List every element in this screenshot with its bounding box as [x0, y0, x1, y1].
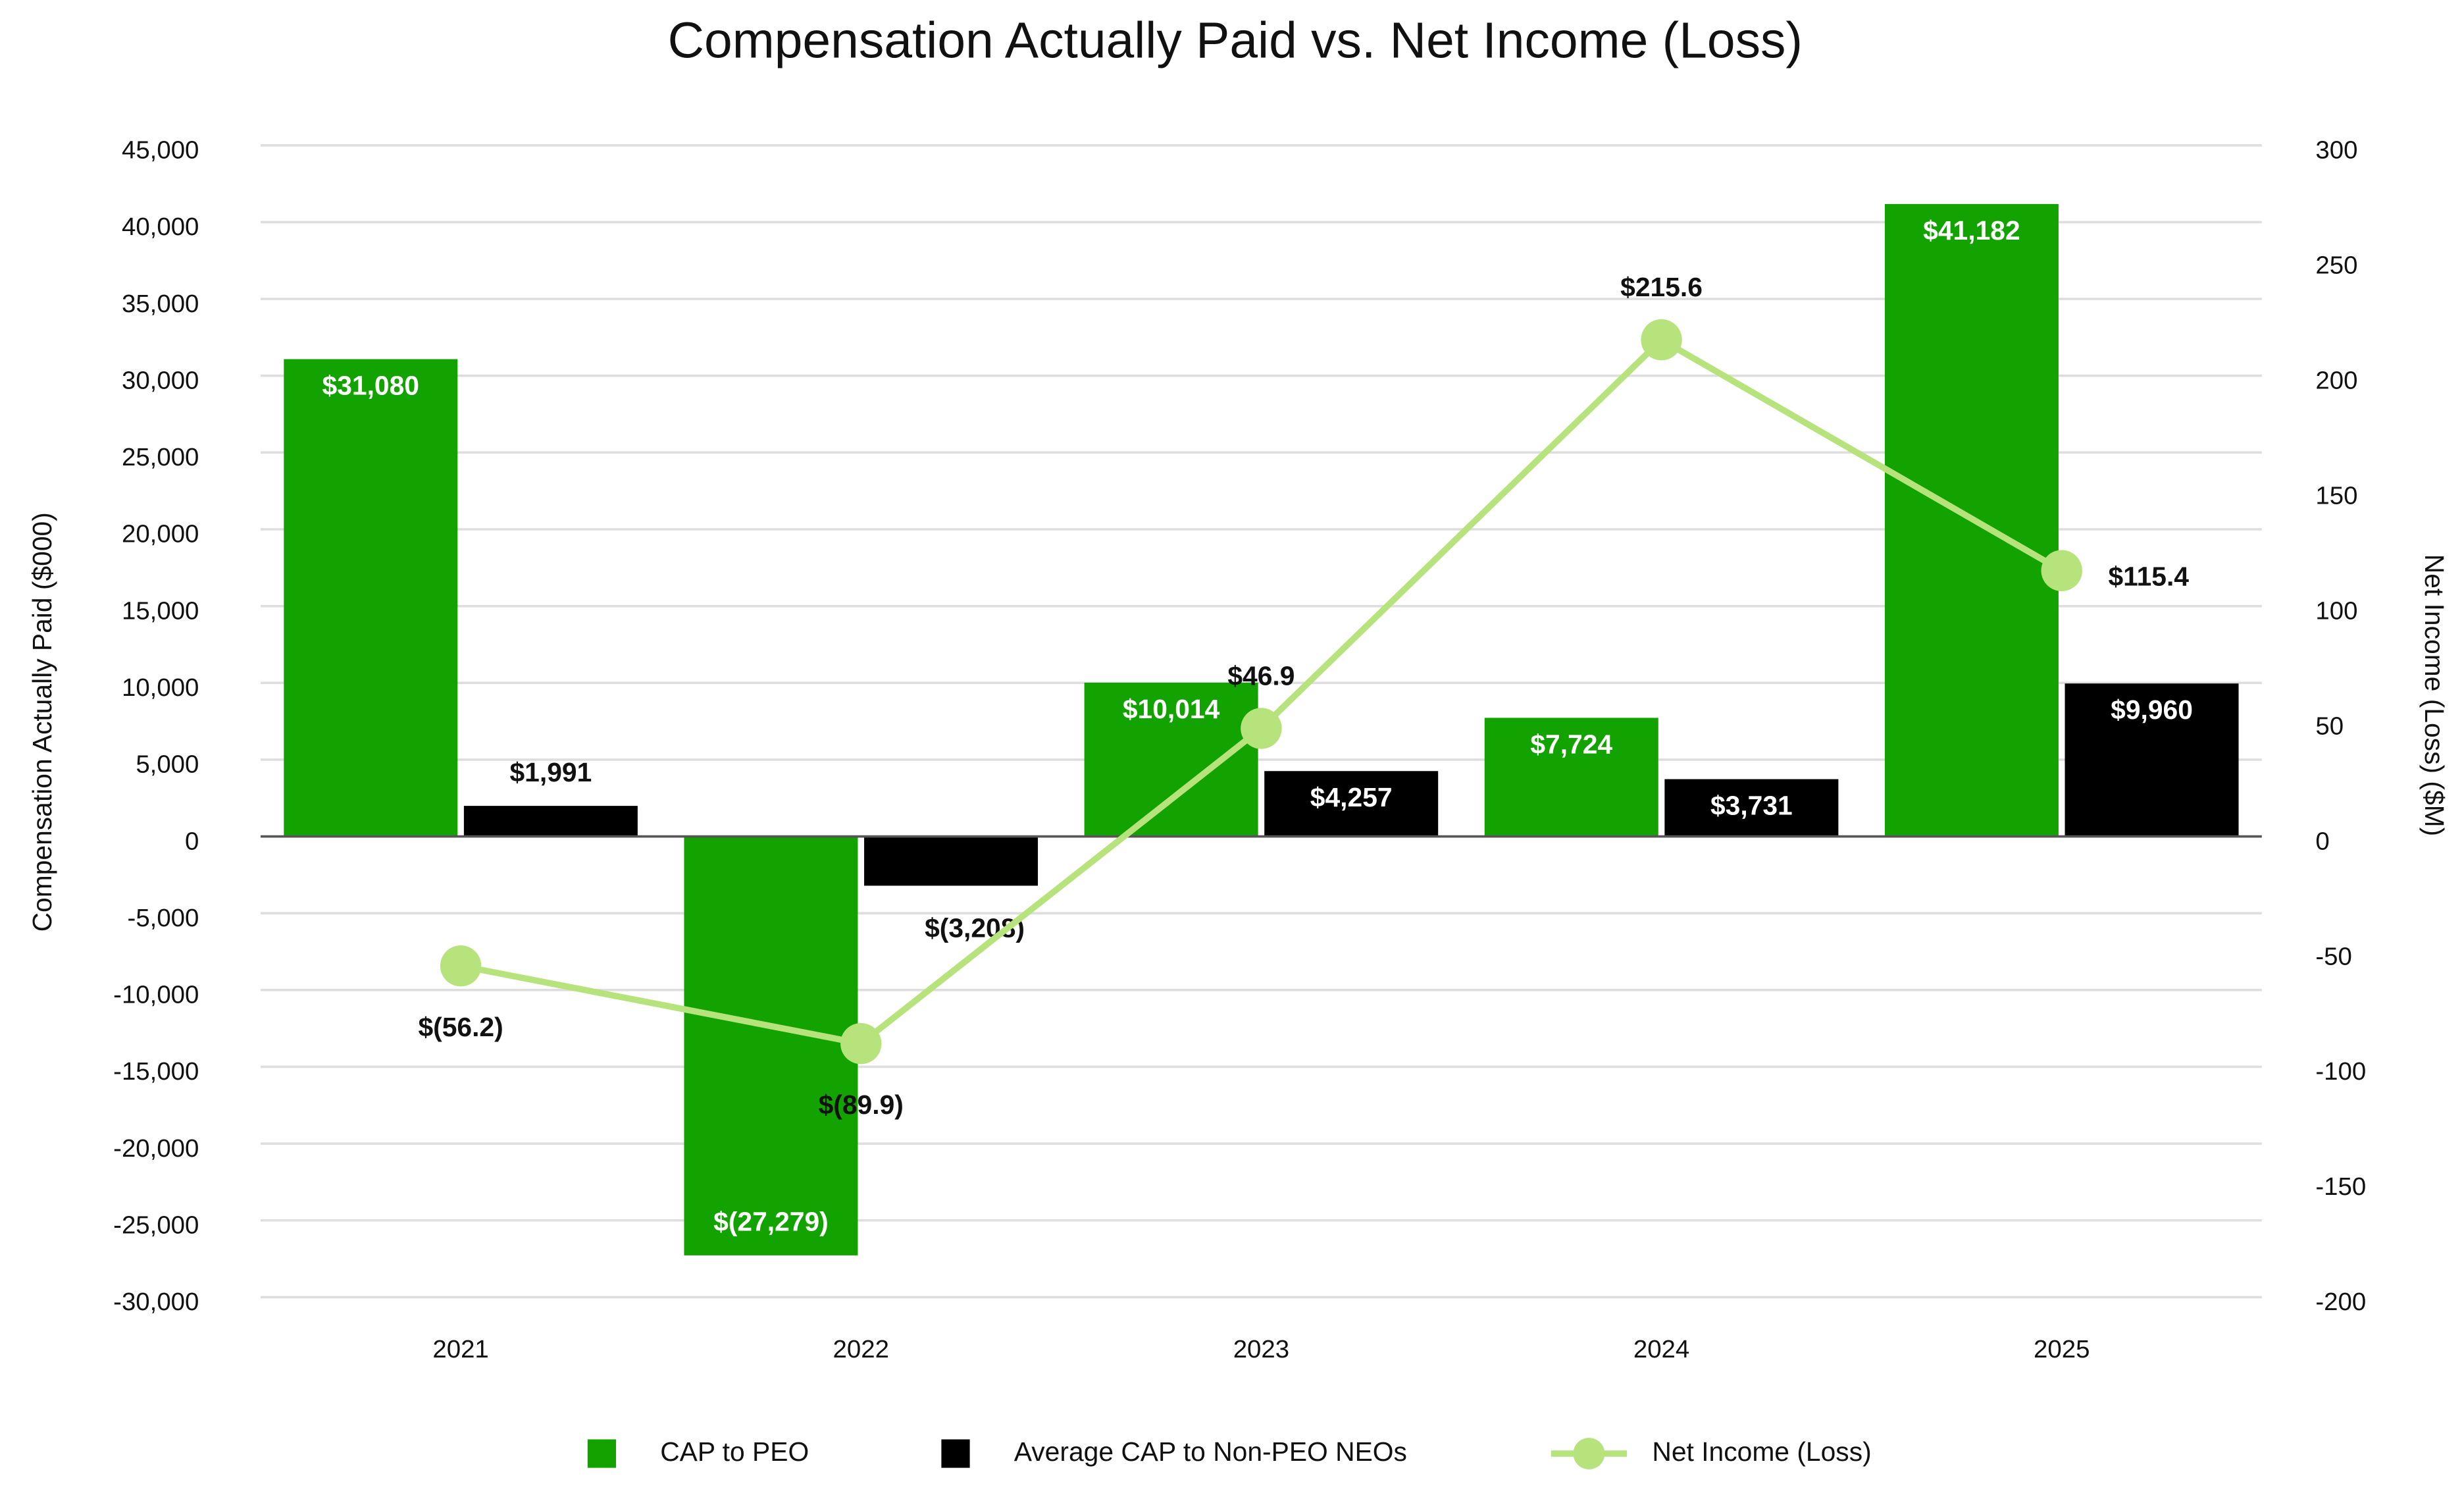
y2-tick-label: -100 [2315, 1057, 2366, 1086]
y2-tick-label: 100 [2315, 596, 2357, 625]
value-label: $9,960 [2111, 695, 2193, 725]
y-tick-label: 20,000 [122, 520, 199, 548]
x-tick-label: 2022 [833, 1335, 889, 1363]
y-tick-label: -25,000 [113, 1211, 199, 1240]
bar [1264, 771, 1439, 837]
y2-tick-label: 250 [2315, 251, 2357, 280]
value-label: $1,991 [509, 757, 592, 787]
bar [1484, 718, 1658, 837]
x-tick-label: 2023 [1233, 1335, 1289, 1363]
bar [1664, 779, 1839, 837]
value-label: $115.4 [2108, 562, 2189, 592]
bar [463, 806, 638, 837]
y-tick-label: 45,000 [122, 136, 199, 165]
value-label: $215.6 [1620, 272, 1703, 302]
value-label: $(89.9) [819, 1090, 904, 1120]
y-tick-label: 10,000 [122, 673, 199, 702]
y-tick-label: -15,000 [113, 1057, 199, 1086]
value-label: $31,080 [322, 371, 419, 401]
y-tick-label: -20,000 [113, 1134, 199, 1163]
y-tick-label: -30,000 [113, 1288, 199, 1316]
value-label: $10,014 [1123, 694, 1220, 724]
value-label: $3,731 [1710, 791, 1793, 821]
chart-title: Compensation Actually Paid vs. Net Incom… [668, 12, 1803, 68]
line-point [440, 945, 482, 987]
value-label: $(27,279) [713, 1207, 829, 1237]
legend-swatch [1573, 1438, 1605, 1469]
y-tick-label: 35,000 [122, 290, 199, 318]
legend-swatch [587, 1439, 616, 1468]
y2-tick-label: 200 [2315, 366, 2357, 394]
y2-tick-label: 50 [2315, 712, 2344, 740]
y2-tick-label: -200 [2315, 1288, 2366, 1316]
y-tick-label: 25,000 [122, 443, 199, 471]
y-tick-label: 40,000 [122, 213, 199, 241]
x-tick-label: 2021 [432, 1335, 488, 1363]
y2-tick-label: -50 [2315, 942, 2352, 970]
y-tick-label: 30,000 [122, 366, 199, 394]
line-point [1641, 319, 1682, 361]
value-label: $(56.2) [418, 1012, 503, 1042]
legend-swatch [941, 1439, 970, 1468]
bar [684, 836, 858, 1255]
y-tick-label: -5,000 [128, 904, 199, 932]
x-tick-label: 2024 [1633, 1335, 1689, 1363]
legend-label: Net Income (Loss) [1652, 1436, 1871, 1467]
value-label: $7,724 [1530, 729, 1612, 759]
value-label: $4,257 [1310, 782, 1393, 812]
y-tick-label: 15,000 [122, 596, 199, 625]
y-tick-label: 0 [185, 827, 199, 855]
bar [864, 836, 1039, 886]
value-label: $41,182 [1923, 215, 2020, 246]
line-point [2041, 550, 2082, 591]
value-label: $46.9 [1227, 660, 1295, 691]
y-axis-title: Compensation Actually Paid ($000) [27, 512, 57, 932]
y-tick-label: -10,000 [113, 981, 199, 1009]
y-tick-label: 5,000 [136, 750, 199, 779]
y2-tick-label: 0 [2315, 827, 2329, 855]
y2-tick-label: -150 [2315, 1172, 2366, 1201]
bar [1084, 682, 1258, 837]
y2-axis-title: Net Income (Loss) ($M) [2419, 554, 2450, 836]
line-point [840, 1022, 882, 1065]
bar [2065, 683, 2239, 837]
legend-label: Average CAP to Non-PEO NEOs [1014, 1436, 1407, 1467]
x-tick-label: 2025 [2034, 1335, 2090, 1363]
legend-label: CAP to PEO [660, 1436, 809, 1467]
line-point [1241, 708, 1282, 749]
y2-tick-label: 300 [2315, 136, 2357, 165]
y2-tick-label: 150 [2315, 481, 2357, 510]
bar [284, 359, 458, 837]
